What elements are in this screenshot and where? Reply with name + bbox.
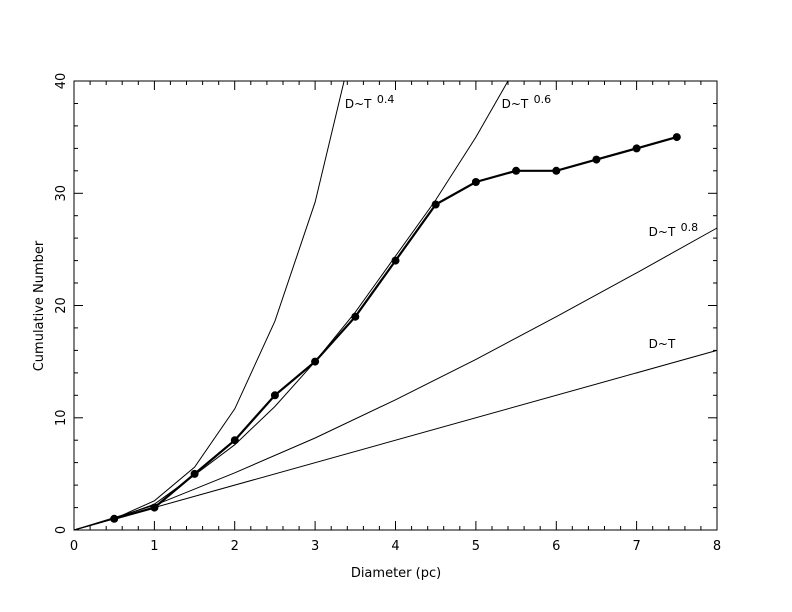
model-curve-label: D~T — [502, 97, 529, 111]
observed-point — [672, 133, 681, 142]
observed-point — [190, 469, 199, 478]
x-tick-label: 3 — [311, 539, 319, 554]
model-curve-exponent: 0.6 — [534, 93, 552, 106]
x-tick-label: 1 — [150, 539, 158, 554]
model-curve-exponent: 0.4 — [377, 93, 395, 106]
observed-point — [431, 200, 440, 209]
model-curve-labels: D~T 0.4 D~T 0.6 D~T 0.8 D~T — [345, 93, 698, 351]
y-tick-label: 30 — [54, 185, 69, 202]
observed-point — [230, 436, 239, 445]
y-tick-label: 0 — [54, 526, 69, 534]
observed-point — [552, 166, 561, 175]
x-tick-label: 0 — [70, 539, 78, 554]
x-axis-ticks: 0 1 2 3 4 5 6 7 8 — [70, 81, 721, 554]
x-axis-title: Diameter (pc) — [351, 566, 441, 581]
y-tick-label: 10 — [54, 409, 69, 426]
y-axis-ticks: 0 10 20 30 40 — [54, 73, 717, 534]
observed-point — [110, 514, 119, 523]
observed-point — [471, 178, 480, 186]
x-tick-label: 4 — [391, 539, 399, 554]
x-tick-label: 7 — [632, 539, 640, 554]
model-curve-line — [73, 227, 718, 531]
observed-point — [270, 391, 279, 400]
model-curve-line — [73, 80, 509, 531]
observed-point — [391, 256, 400, 265]
model-curve-label: D~T — [345, 97, 372, 111]
y-axis-title: Cumulative Number — [32, 240, 47, 371]
x-tick-label: 2 — [231, 539, 239, 554]
y-tick-label: 20 — [54, 297, 69, 314]
model-curve-label: D~T — [649, 225, 676, 239]
observed-point — [632, 144, 641, 153]
x-tick-label: 8 — [713, 539, 721, 554]
observed-point — [512, 166, 521, 175]
model-curve-label: D~T — [649, 337, 676, 351]
observed-point — [150, 503, 159, 512]
model-curve-exponent: 0.8 — [681, 221, 699, 234]
observed-point — [311, 357, 320, 366]
model-curve-line — [73, 349, 718, 531]
observed-series — [110, 133, 681, 523]
model-curves — [73, 80, 718, 531]
x-tick-label: 6 — [552, 539, 560, 554]
y-tick-label: 40 — [54, 73, 69, 90]
x-tick-label: 5 — [472, 539, 480, 554]
plot-frame — [73, 80, 718, 531]
observed-point — [351, 312, 360, 321]
observed-point — [592, 155, 601, 164]
